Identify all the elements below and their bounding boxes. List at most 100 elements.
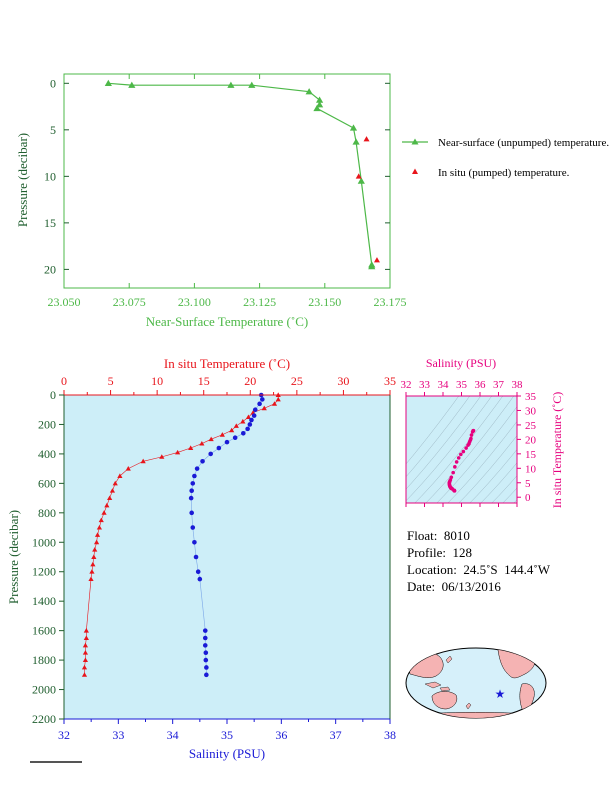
ts-x-tick-label: 35 — [456, 379, 468, 391]
legend-marker-near-surface — [411, 138, 419, 145]
salinity-point — [202, 628, 208, 633]
near-surface-line — [108, 82, 373, 267]
ts-point — [459, 452, 463, 457]
isopycnal-curve — [406, 396, 460, 465]
temperature-point — [107, 495, 113, 501]
pressure-tick-label: 400 — [38, 447, 56, 461]
salinity-point — [249, 417, 254, 423]
temperature-tick-label: 25 — [291, 374, 303, 388]
top-plot-frame — [63, 73, 391, 289]
temperature-point — [92, 547, 98, 552]
ts-point — [464, 446, 468, 450]
ts-y-tick-label: 15 — [525, 449, 537, 461]
temperature-ticks: 0 5 10 15 20 25 30 35 — [61, 374, 396, 395]
salinity-point — [189, 510, 194, 516]
top-y-tick-label: 0 — [50, 76, 56, 90]
legend-label-near-surface: Near-surface (unpumped) temperature. — [438, 137, 609, 149]
pressure-tick-label: 0 — [50, 388, 56, 402]
ts-x-tick-label: 37 — [493, 379, 505, 391]
isopycnal-curve — [458, 435, 517, 503]
near-surface-temperature-chart: 23.050 23.075 23.100 23.125 23.150 23.175 0 5 1… — [15, 73, 609, 329]
ts-x-tick-label: 33 — [419, 379, 431, 391]
float-id: Float: 8010 — [407, 528, 470, 543]
temperature-point — [83, 635, 89, 640]
salinity-point — [190, 525, 196, 530]
salinity-ticks: 32 33 34 35 36 37 38 — [58, 719, 396, 742]
temperature-axis-label: In situ Temperature (˚C) — [164, 356, 290, 371]
float-info: Float: 8010 Profile: 128 Location: 24.5˚… — [407, 527, 550, 595]
temperature-point — [271, 401, 278, 406]
salinity-point — [232, 435, 238, 441]
profile-chart: 0 5 10 15 20 25 30 35 32 33 34 35 36 37 38 0 200 400 600… — [6, 356, 396, 761]
ts-y-tick-label: 10 — [525, 463, 537, 475]
temperature-point — [82, 650, 89, 655]
near-surface-point — [305, 88, 313, 95]
isopycnal-curve — [436, 406, 517, 503]
pressure-ticks: 0 200 400 600 800 1000 1200 1400 1600 1800 2000 220… — [32, 388, 64, 726]
temperature-point — [81, 664, 88, 670]
salinity-point — [188, 495, 194, 501]
salinity-point — [192, 473, 197, 479]
ts-y-ticks: 0 5 10 15 20 25 30 35 — [517, 391, 537, 504]
temperature-tick-label: 10 — [151, 374, 163, 388]
ts-y-tick-label: 25 — [525, 420, 537, 432]
temperature-point — [83, 628, 89, 633]
salinity-point — [260, 397, 265, 402]
ts-x-tick-label: 38 — [512, 379, 524, 391]
profile-number: Profile: 128 — [407, 545, 472, 560]
near-surface-point — [352, 138, 360, 145]
isopycnal-curve — [491, 475, 517, 503]
temperature-tick-label: 30 — [337, 374, 349, 388]
temperature-point — [90, 561, 96, 567]
ts-diagram: 32 33 34 35 36 37 38 0 5 10 15 20 25 30 35 Salinity (… — [401, 356, 565, 508]
temperature-point — [233, 423, 239, 428]
main-plot-background — [64, 395, 390, 719]
salinity-point — [247, 422, 253, 427]
ts-point — [469, 433, 474, 437]
isopycnal-curve — [447, 420, 517, 503]
footer-credit — [30, 761, 82, 763]
pressure-tick-label: 800 — [38, 506, 56, 520]
ts-point — [461, 449, 466, 454]
isopycnal-curve — [502, 487, 517, 503]
temperature-point — [94, 532, 101, 537]
top-x-tick-label: 23.100 — [178, 295, 211, 309]
top-legend: Near-surface (unpumped) temperature. In … — [402, 137, 609, 179]
temperature-tick-label: 20 — [244, 374, 256, 388]
isopycnal-curve — [406, 396, 471, 478]
temperature-point — [188, 445, 194, 450]
near-surface-point — [349, 124, 358, 131]
salinity-point — [194, 466, 200, 471]
top-x-tick-label: 23.075 — [113, 295, 146, 309]
salinity-tick-label: 35 — [221, 728, 233, 742]
salinity-point — [204, 665, 209, 670]
temperature-point — [229, 427, 235, 433]
salinity-tick-label: 36 — [275, 728, 287, 742]
salinity-point — [216, 445, 222, 451]
salinity-point — [203, 650, 209, 656]
pressure-tick-label: 1800 — [32, 653, 56, 667]
legend-label-in-situ: In situ (pumped) temperature. — [438, 167, 570, 179]
temperature-point — [91, 554, 97, 559]
salinity-point — [241, 430, 246, 436]
ts-x-tick-label: 32 — [401, 379, 412, 391]
profile-series — [81, 392, 281, 678]
near-surface-point — [248, 81, 256, 88]
salinity-point — [193, 554, 199, 560]
temperature-point — [240, 418, 246, 424]
temperature-point — [219, 432, 225, 437]
temperature-point — [159, 454, 165, 459]
pressure-tick-label: 600 — [38, 476, 56, 490]
float-location: Location: 24.5˚S 144.4˚W — [407, 562, 550, 577]
temperature-point — [109, 488, 116, 493]
temperature-point — [175, 449, 181, 455]
temperature-point — [140, 458, 146, 464]
near-surface-point — [227, 81, 235, 88]
ts-plot-background — [406, 396, 517, 503]
temperature-point — [82, 657, 89, 663]
salinity-point — [195, 569, 201, 575]
temperature-point — [81, 672, 88, 677]
isopycnal-curve — [406, 396, 482, 490]
isopycnal-curve — [425, 396, 515, 503]
